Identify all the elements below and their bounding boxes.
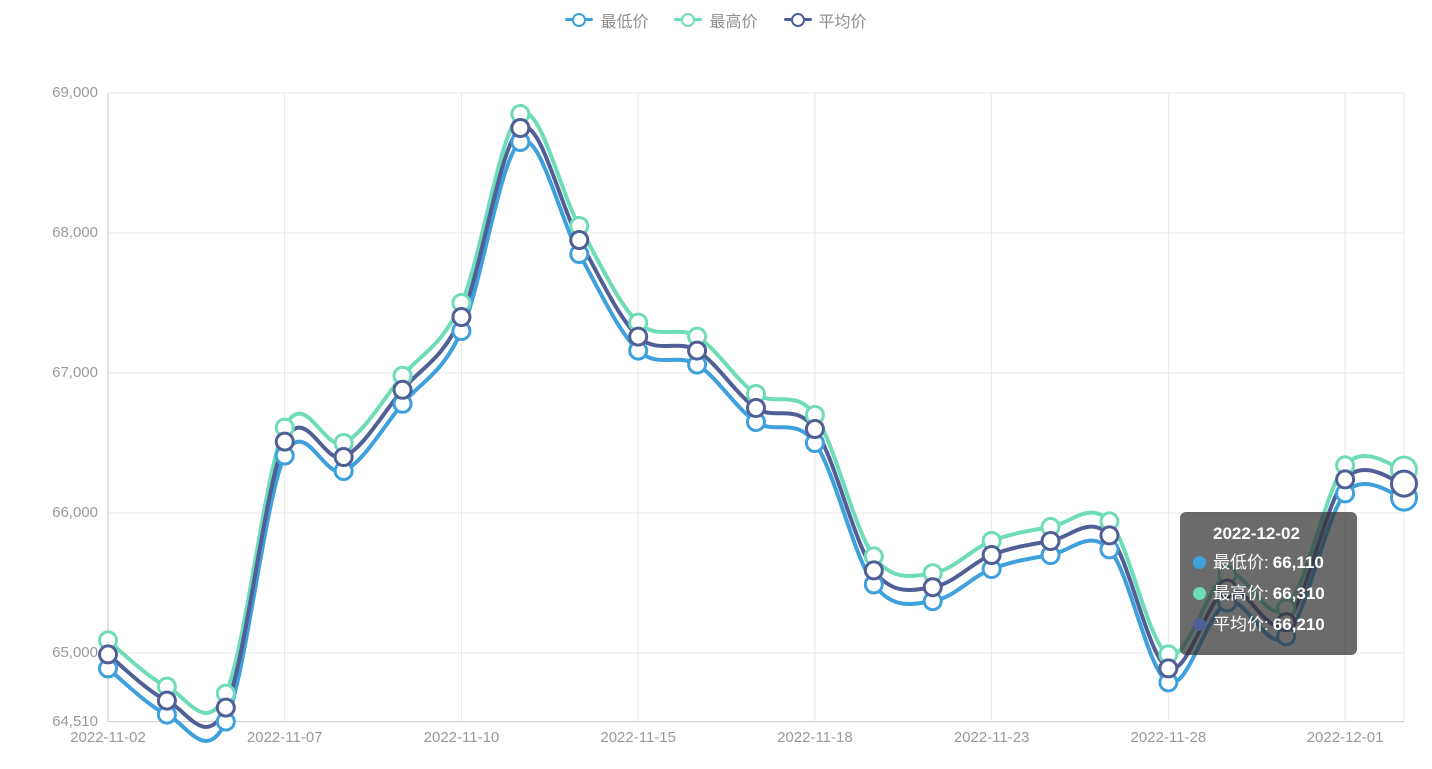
x-axis-tick-label: 2022-11-10 [423,729,500,746]
data-point-marker-average-price[interactable] [1335,469,1356,490]
data-point-marker-average-price[interactable] [746,398,766,418]
data-point-marker-average-price[interactable] [392,379,413,400]
x-axis-tick-label: 2022-11-15 [600,729,676,746]
data-point-marker-average-price[interactable] [863,560,884,581]
data-point-marker-average-price[interactable] [1390,469,1418,498]
data-point-marker-average-price[interactable] [215,697,236,718]
line-series-icon [783,13,812,27]
legend-item-highest-price[interactable]: 最高价 [674,8,758,32]
x-axis-tick-label: 2022-12-01 [1306,729,1384,746]
data-point-marker-average-price[interactable] [333,447,354,467]
legend-item-lowest-price[interactable]: 最低价 [565,8,648,32]
legend-label: 平均价 [818,14,867,31]
x-axis-tick-label: 2022-11-07 [246,729,323,746]
line-series-icon [674,13,703,27]
data-point-marker-average-price[interactable] [1158,658,1179,679]
data-point-marker-average-price[interactable] [510,118,531,138]
line-series-icon [565,13,594,27]
legend-item-average-price[interactable]: 平均价 [783,8,867,32]
data-point-marker-average-price[interactable] [804,419,825,439]
y-axis-tick-label: 67,000 [52,364,98,381]
legend-label: 最高价 [709,14,758,31]
data-point-marker-average-price[interactable] [569,230,590,250]
y-axis-tick-label: 69,000 [52,84,98,101]
data-point-marker-average-price[interactable] [451,307,472,327]
x-axis-tick-label: 2022-11-23 [953,729,1030,746]
legend-circle [681,13,696,27]
data-point-marker-average-price[interactable] [981,545,1002,565]
legend: 最低价 最高价 平均价 [0,8,1432,32]
x-axis-tick-label: 2022-11-02 [70,729,146,746]
y-axis-tick-label: 65,000 [52,644,98,661]
series-line-lowest-price[interactable] [106,138,1406,743]
data-point-marker-average-price[interactable] [1217,578,1238,599]
data-point-marker-average-price[interactable] [1040,531,1061,551]
data-point-marker-average-price[interactable] [1099,525,1120,546]
x-axis-tick-label: 2022-11-28 [1130,729,1207,746]
data-point-marker-average-price[interactable] [687,340,708,361]
data-point-marker-average-price[interactable] [98,644,118,665]
data-point-marker-average-price[interactable] [1276,612,1297,633]
y-axis-tick-label: 68,000 [52,224,98,241]
legend-circle [572,13,587,27]
y-axis-tick-label: 64,510 [52,712,98,730]
data-point-marker-average-price[interactable] [156,690,177,711]
legend-label: 最低价 [600,14,649,31]
legend-circle [790,13,805,27]
y-axis-tick-label: 66,000 [52,504,98,521]
x-axis-tick-label: 2022-11-18 [777,729,853,746]
data-point-marker-average-price[interactable] [628,326,649,347]
data-point-marker-average-price[interactable] [274,431,295,452]
data-point-marker-average-price[interactable] [922,577,943,598]
